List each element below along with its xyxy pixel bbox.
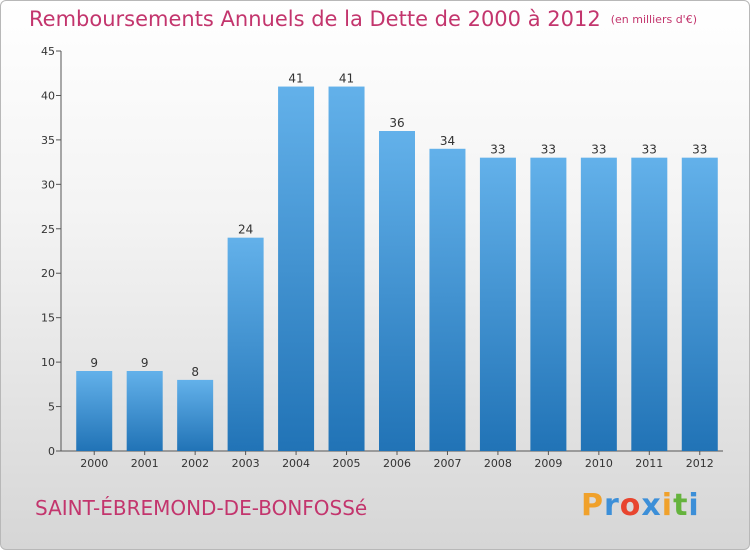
y-tick-label: 30 [41,178,55,191]
bar-value-label: 24 [238,223,253,237]
bar-value-label: 41 [288,72,303,86]
bar-2002 [177,379,214,451]
logo-letter: x [641,488,662,523]
bar-value-label: 33 [490,143,505,157]
y-tick-label: 45 [41,45,55,58]
y-tick-label: 5 [48,401,55,414]
bar-value-label: 41 [339,72,354,86]
bar-value-label: 9 [141,356,149,370]
logo-letter: i [688,488,700,523]
x-tick-label: 2012 [686,457,714,470]
bar-2009 [530,157,567,451]
commune-name: SAINT-ÉBREMOND-DE-BONFOSSé [35,496,368,520]
logo-letter: i [661,488,674,523]
bar-2003 [227,237,264,451]
bar-2005 [328,86,365,452]
bar-value-label: 33 [591,143,606,157]
bar-value-label: 33 [642,143,657,157]
bar-2010 [580,157,617,451]
bar-value-label: 9 [90,356,98,370]
x-tick-label: 2005 [333,457,361,470]
y-tick-label: 15 [41,312,55,325]
bar-2000 [76,371,113,451]
x-tick-label: 2009 [534,457,562,470]
bar-value-label: 36 [389,116,404,130]
x-tick-label: 2000 [80,457,108,470]
x-tick-label: 2008 [484,457,512,470]
x-tick-label: 2004 [282,457,310,470]
y-tick-label: 10 [41,356,55,369]
chart-title: Remboursements Annuels de la Dette de 20… [29,7,697,31]
title-text: Remboursements Annuels de la Dette de 20… [29,7,601,31]
bar-2004 [278,86,315,452]
bar-2006 [379,131,415,451]
x-tick-label: 2007 [433,457,461,470]
x-tick-label: 2002 [181,457,209,470]
proxiti-logo: Proxiti [581,488,700,523]
unit-label: (en milliers d'€) [610,13,697,26]
bar-value-label: 8 [191,365,199,379]
bar-2008 [479,157,516,451]
bar-value-label: 33 [541,143,556,157]
y-tick-label: 40 [41,89,55,102]
bar-2012 [681,157,718,451]
bar-2001 [126,371,163,451]
x-tick-label: 2003 [232,457,260,470]
bar-2011 [631,157,668,451]
logo-letter: r [604,488,620,523]
bar-value-label: 33 [692,143,707,157]
y-tick-label: 35 [41,134,55,147]
x-tick-label: 2006 [383,457,411,470]
y-tick-label: 20 [41,267,55,280]
bar-2007 [429,148,466,451]
x-tick-label: 2001 [131,457,159,470]
logo-letter: P [581,488,604,523]
y-tick-label: 25 [41,223,55,236]
x-tick-label: 2010 [585,457,613,470]
logo-letter: o [619,488,642,523]
logo-letter: t [673,488,689,523]
bar-value-label: 34 [440,134,455,148]
y-tick-label: 0 [48,445,55,458]
x-tick-label: 2011 [635,457,663,470]
